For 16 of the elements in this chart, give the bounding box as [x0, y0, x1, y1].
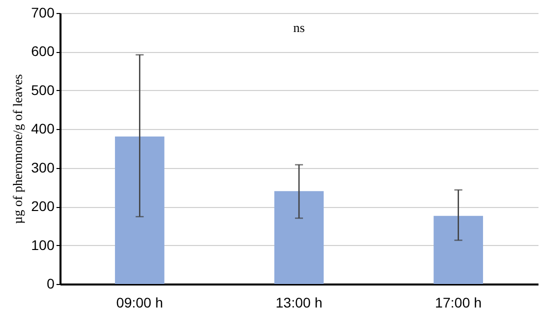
y-tick-label: 0	[46, 276, 55, 292]
bar	[114, 136, 164, 284]
y-tick-label: 700	[31, 4, 55, 20]
y-tick-label: 500	[31, 82, 55, 98]
y-tick-label: 200	[31, 198, 55, 214]
bar	[274, 191, 324, 284]
y-tick-label: 300	[31, 159, 55, 176]
y-tick-label: 600	[31, 43, 55, 60]
bar	[434, 216, 484, 284]
y-axis-title: µg of pheromone/g of leaves	[10, 74, 26, 224]
x-tick-label: 09:00 h	[116, 294, 164, 310]
y-tick-label: 400	[31, 120, 55, 137]
x-tick-label: 17:00 h	[434, 294, 482, 310]
x-tick-label: 13:00 h	[276, 294, 322, 310]
annotation: ns	[293, 20, 305, 35]
y-tick-label: 100	[31, 236, 55, 253]
